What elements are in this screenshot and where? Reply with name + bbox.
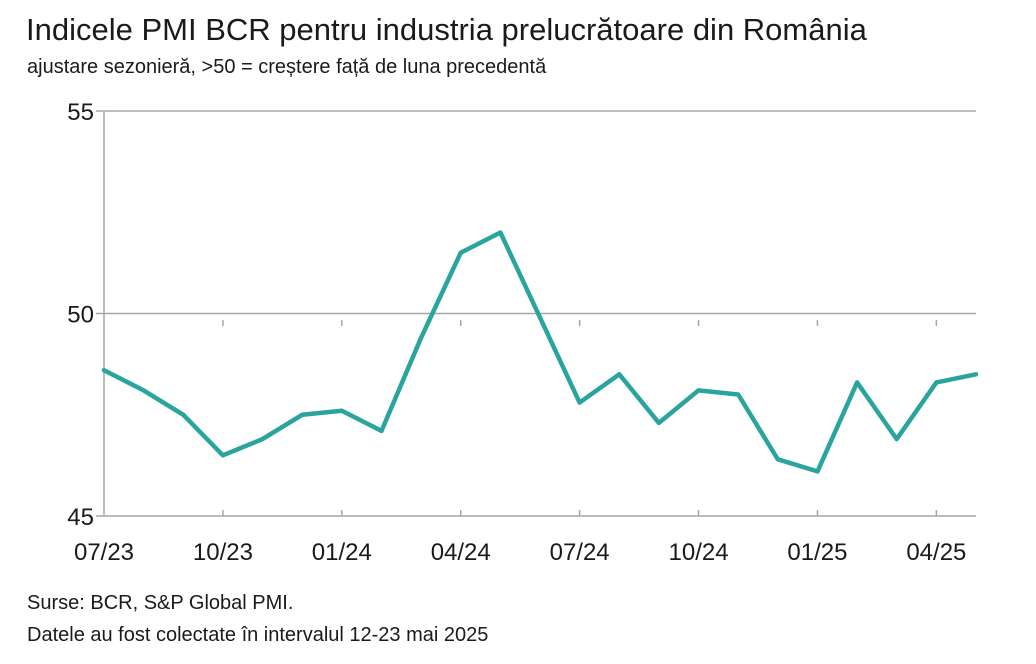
data-point [934, 380, 939, 385]
x-tick-label: 10/23 [193, 539, 253, 566]
data-point [538, 315, 542, 320]
data-point [181, 412, 186, 417]
x-tick-label: 01/25 [787, 539, 847, 566]
y-tick-label: 50 [67, 302, 94, 329]
data-point [815, 469, 820, 474]
y-tick-label: 45 [67, 504, 94, 531]
data-point [419, 335, 424, 340]
data-point [498, 230, 503, 235]
data-point [736, 392, 741, 397]
data-point [141, 388, 146, 393]
data-point [696, 388, 701, 393]
pmi-series-line [101, 230, 979, 474]
x-tick-label: 01/24 [312, 539, 372, 566]
data-point [617, 372, 622, 377]
chart-title: Indicele PMI BCR pentru industria preluc… [26, 12, 867, 47]
y-tick-label: 55 [67, 99, 94, 126]
x-tick-label: 04/25 [906, 539, 966, 566]
data-point [102, 368, 106, 373]
x-tick-label: 07/23 [74, 539, 134, 566]
data-point [458, 250, 463, 255]
data-point [577, 400, 582, 405]
data-point [974, 372, 978, 377]
collection-note: Datele au fost colectate în intervalul 1… [27, 624, 489, 646]
data-point [379, 428, 384, 433]
chart-subtitle: ajustare sezonieră, >50 = creștere față … [27, 56, 547, 78]
x-tick-label: 04/24 [431, 539, 491, 566]
data-point [775, 457, 780, 462]
x-tick-label: 10/24 [669, 539, 729, 566]
x-tick-label: 07/24 [550, 539, 610, 566]
data-point [855, 380, 860, 385]
data-point [894, 437, 899, 442]
source-note: Surse: BCR, S&P Global PMI. [27, 592, 294, 614]
data-point [339, 408, 344, 413]
data-point [656, 420, 661, 425]
data-point [220, 453, 225, 458]
data-point [300, 412, 305, 417]
data-point [260, 437, 265, 442]
